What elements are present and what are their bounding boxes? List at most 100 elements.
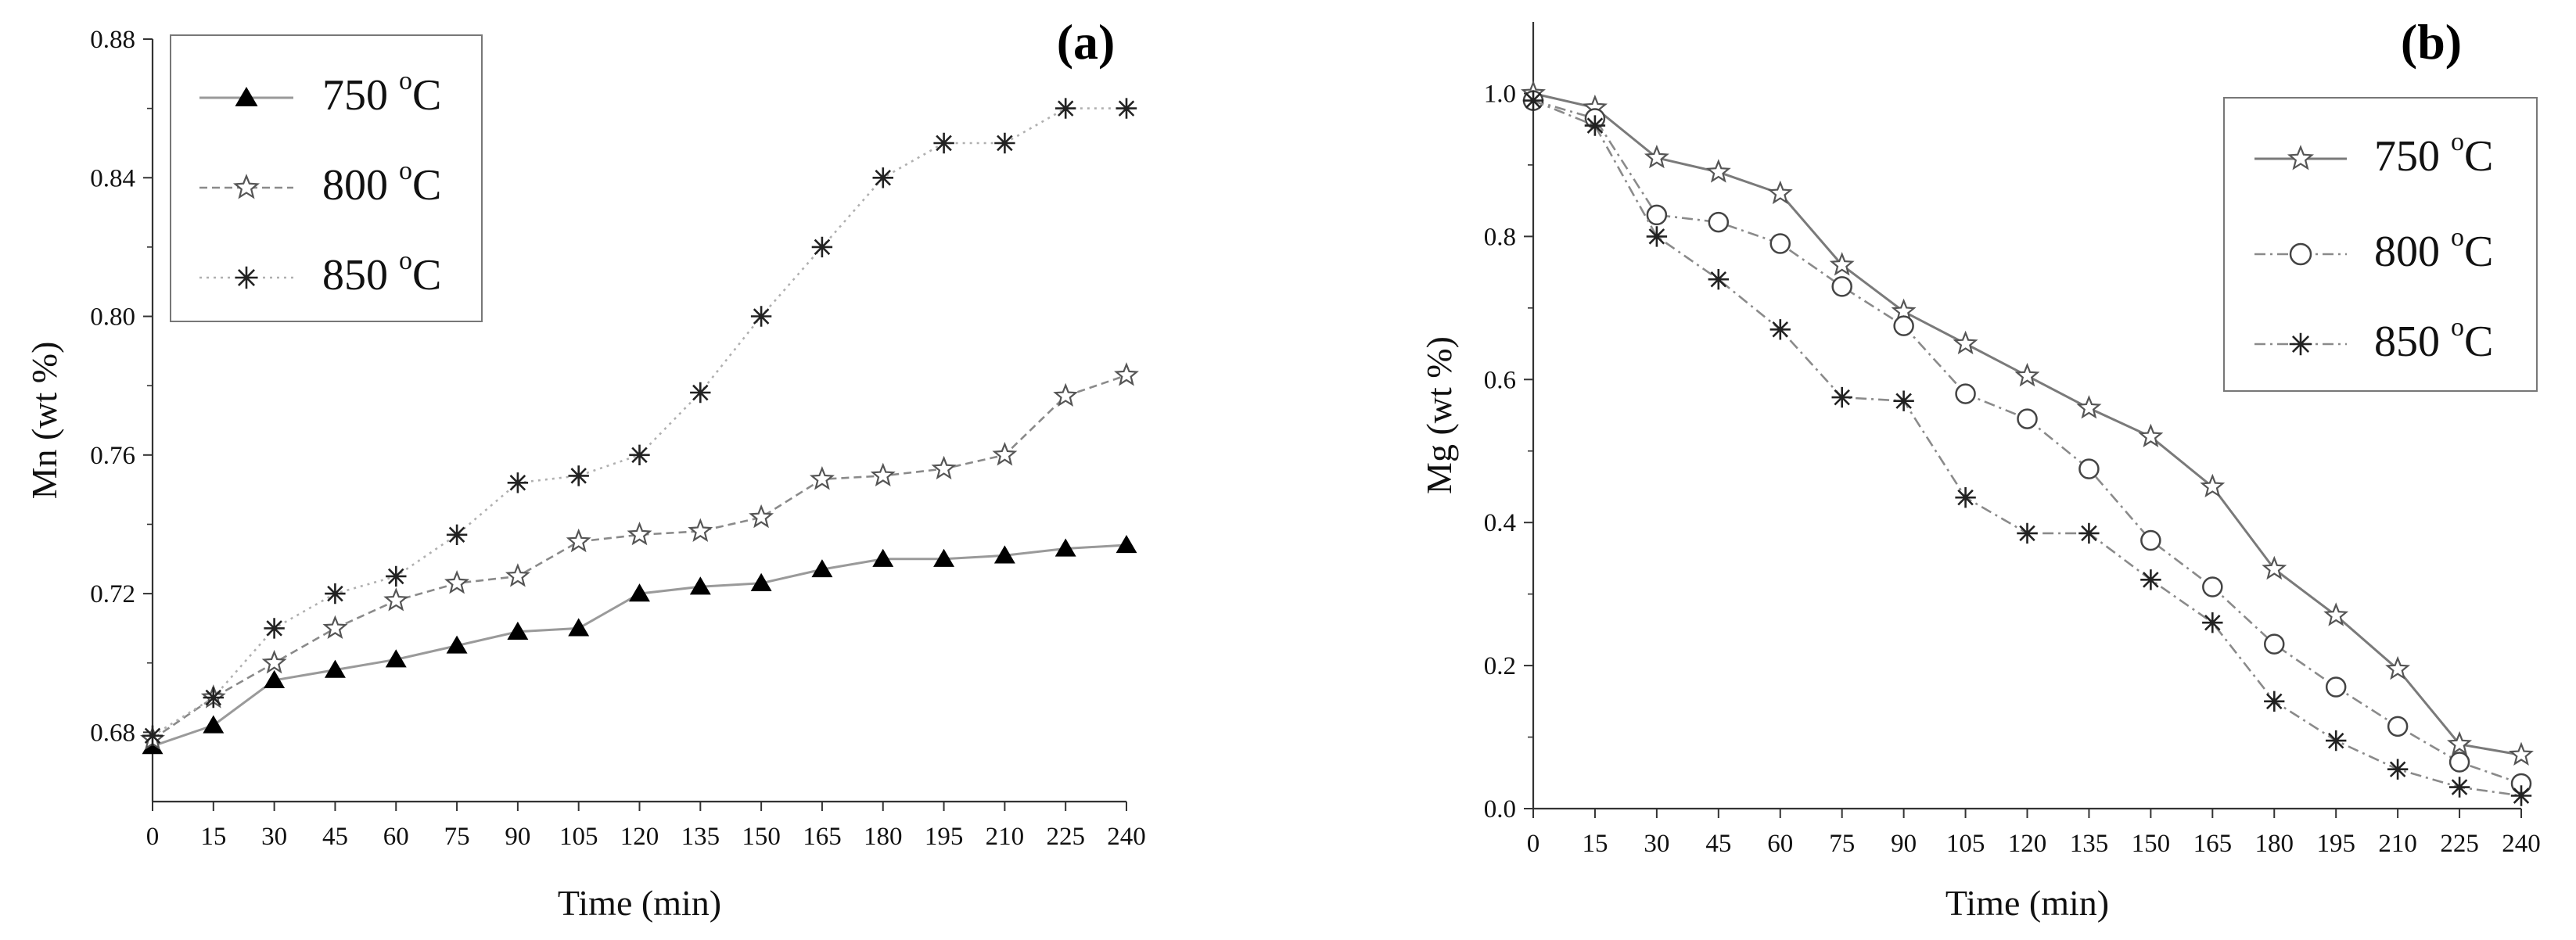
- data-point: [1114, 362, 1139, 386]
- data-point: [1893, 390, 1914, 411]
- data-point: [2078, 458, 2100, 479]
- y-tick-label: 0.4: [1484, 509, 1516, 537]
- data-point: [688, 518, 713, 542]
- legend-unit: C: [412, 251, 441, 300]
- data-point: [1831, 386, 1852, 408]
- data-point: [2509, 741, 2534, 766]
- data-point: [386, 565, 407, 587]
- x-axis-label: Time (min): [1945, 883, 2109, 923]
- x-tick-label: 240: [1107, 823, 1146, 851]
- data-point: [2014, 362, 2040, 387]
- data-point: [811, 236, 833, 258]
- data-point: [749, 504, 774, 529]
- data-point: [992, 442, 1018, 466]
- data-point: [2264, 633, 2285, 655]
- data-point: [1708, 269, 1729, 290]
- legend-marker: [2289, 332, 2312, 356]
- x-tick-label: 30: [1644, 830, 1669, 858]
- data-point: [1646, 226, 1668, 247]
- data-point: [933, 132, 954, 154]
- data-point: [1955, 383, 1976, 404]
- data-point: [2510, 785, 2532, 806]
- data-point: [1116, 535, 1137, 554]
- data-point: [994, 132, 1015, 154]
- legend-marker: [232, 174, 260, 199]
- x-tick-label: 210: [2378, 830, 2417, 858]
- data-point: [2017, 408, 2038, 429]
- data-point: [627, 521, 652, 546]
- legend-marker: [2287, 145, 2315, 170]
- legend-label: 750 oC: [2374, 127, 2493, 181]
- data-point: [750, 306, 772, 327]
- x-axis-label: Time (min): [558, 883, 721, 923]
- x-tick-label: 90: [505, 823, 530, 851]
- legend-marker: [2289, 242, 2312, 266]
- legend-degree: o: [399, 246, 412, 275]
- data-point: [872, 167, 893, 188]
- data-point: [2202, 576, 2223, 597]
- data-point: [446, 524, 468, 545]
- data-point: [507, 472, 529, 493]
- x-tick-label: 150: [742, 823, 781, 851]
- x-tick-label: 225: [1046, 823, 1085, 851]
- data-point: [1955, 487, 1976, 508]
- legend-value: 850: [2374, 318, 2451, 366]
- data-point: [690, 382, 711, 404]
- data-point: [2078, 522, 2100, 544]
- legend-value: 850: [322, 251, 399, 300]
- data-point: [2264, 691, 2285, 712]
- data-point: [1705, 159, 1731, 183]
- x-tick-label: 45: [1705, 830, 1731, 858]
- data-point: [2448, 777, 2470, 798]
- data-point: [811, 559, 833, 578]
- x-tick-label: 105: [1946, 830, 1985, 858]
- y-tick-label: 0.0: [1484, 795, 1516, 823]
- legend-unit: C: [2464, 318, 2493, 366]
- data-point: [444, 570, 470, 594]
- data-point: [446, 635, 468, 654]
- data-point: [629, 583, 650, 602]
- legend-value: 800: [2374, 228, 2451, 276]
- panel-label: (b): [2401, 14, 2462, 70]
- x-tick-label: 30: [261, 823, 287, 851]
- legend-degree: o: [399, 66, 412, 95]
- data-point: [1893, 315, 1914, 336]
- data-point: [2387, 716, 2409, 737]
- data-point: [931, 455, 957, 480]
- y-tick-label: 0.68: [90, 719, 135, 747]
- x-tick-label: 105: [559, 823, 598, 851]
- data-point: [324, 659, 346, 678]
- data-point: [264, 669, 286, 688]
- legend-label: 750 oC: [322, 66, 441, 120]
- data-point: [2017, 522, 2038, 544]
- legend-box: [170, 34, 483, 322]
- data-point: [933, 548, 955, 567]
- data-point: [1522, 90, 1544, 111]
- x-tick-label: 75: [444, 823, 470, 851]
- y-tick-label: 0.72: [90, 580, 135, 608]
- data-point: [2323, 602, 2349, 626]
- data-point: [1055, 98, 1076, 119]
- chart-panel-0: 0 15 30 45 60 75 90 105 120 135 150 165 180 195 210 225…: [24, 14, 1146, 923]
- data-point: [1053, 382, 1079, 407]
- x-tick-label: 180: [2255, 830, 2294, 858]
- data-point: [203, 715, 225, 734]
- series-line: [152, 544, 1127, 748]
- series-850: [142, 98, 1137, 746]
- data-point: [385, 649, 407, 668]
- y-tick-label: 1.0: [1484, 80, 1516, 108]
- y-tick-label: 0.6: [1484, 366, 1516, 394]
- y-tick-label: 0.84: [90, 164, 135, 192]
- data-point: [1769, 233, 1791, 254]
- x-tick-label: 90: [1891, 830, 1917, 858]
- x-tick-label: 120: [2008, 830, 2047, 858]
- x-tick-label: 150: [2132, 830, 2171, 858]
- data-point: [2385, 655, 2411, 680]
- legend-degree: o: [2451, 127, 2464, 156]
- x-tick-label: 180: [864, 823, 903, 851]
- data-point: [1708, 211, 1730, 233]
- x-tick-label: 45: [322, 823, 348, 851]
- x-tick-label: 0: [1527, 830, 1540, 858]
- x-tick-label: 15: [200, 823, 226, 851]
- data-point: [870, 462, 896, 487]
